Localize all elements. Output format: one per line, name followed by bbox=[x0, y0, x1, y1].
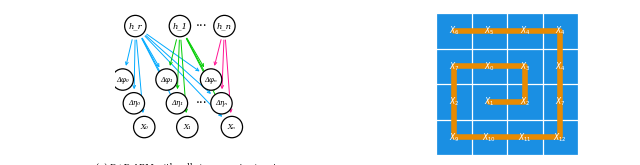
Text: $X_{12}$: $X_{12}$ bbox=[554, 131, 567, 144]
Circle shape bbox=[125, 15, 146, 37]
Text: $X_{11}$: $X_{11}$ bbox=[518, 131, 532, 144]
Circle shape bbox=[166, 93, 188, 114]
Circle shape bbox=[221, 116, 243, 138]
Text: $X_1$: $X_1$ bbox=[484, 96, 495, 108]
Text: Δφ₀: Δφ₀ bbox=[116, 76, 129, 83]
Text: $X_4$: $X_4$ bbox=[555, 25, 566, 37]
Circle shape bbox=[177, 116, 198, 138]
Text: h_n: h_n bbox=[217, 22, 232, 30]
Text: $X_4$: $X_4$ bbox=[520, 25, 531, 37]
Text: $X_2$: $X_2$ bbox=[449, 96, 460, 108]
Circle shape bbox=[112, 69, 133, 90]
Circle shape bbox=[169, 15, 191, 37]
Text: $X_7$: $X_7$ bbox=[555, 96, 566, 108]
Text: $X_6$: $X_6$ bbox=[449, 25, 460, 37]
Circle shape bbox=[211, 93, 232, 114]
Text: $X_3$: $X_3$ bbox=[520, 60, 530, 73]
Text: $X_5$: $X_5$ bbox=[484, 25, 495, 37]
Text: ···: ··· bbox=[196, 20, 208, 33]
Text: $X_4$: $X_4$ bbox=[555, 60, 566, 73]
Text: Xₙ: Xₙ bbox=[228, 123, 236, 131]
Text: Δφ₁: Δφ₁ bbox=[160, 76, 173, 83]
Circle shape bbox=[200, 69, 222, 90]
Circle shape bbox=[156, 69, 177, 90]
Circle shape bbox=[214, 15, 235, 37]
Text: X₀: X₀ bbox=[140, 123, 148, 131]
Text: $X_9$: $X_9$ bbox=[449, 131, 460, 144]
Text: h_1: h_1 bbox=[172, 22, 188, 30]
Text: Δη₀: Δη₀ bbox=[128, 99, 140, 107]
Text: $X_0$: $X_0$ bbox=[484, 60, 495, 73]
Text: Δη₁: Δη₁ bbox=[171, 99, 183, 107]
Text: (a) D+D ARM with cell sizes as extra inputs: (a) D+D ARM with cell sizes as extra inp… bbox=[97, 163, 281, 165]
Text: X₁: X₁ bbox=[184, 123, 191, 131]
Text: h_r: h_r bbox=[129, 22, 142, 30]
Text: $X_7$: $X_7$ bbox=[449, 60, 460, 73]
Text: $X_2$: $X_2$ bbox=[520, 96, 530, 108]
Circle shape bbox=[134, 116, 155, 138]
Circle shape bbox=[123, 93, 145, 114]
Text: Δφₙ: Δφₙ bbox=[205, 76, 218, 83]
Text: ···: ··· bbox=[196, 97, 207, 110]
Text: Δηₙ: Δηₙ bbox=[216, 99, 228, 107]
Text: $X_{10}$: $X_{10}$ bbox=[483, 131, 497, 144]
